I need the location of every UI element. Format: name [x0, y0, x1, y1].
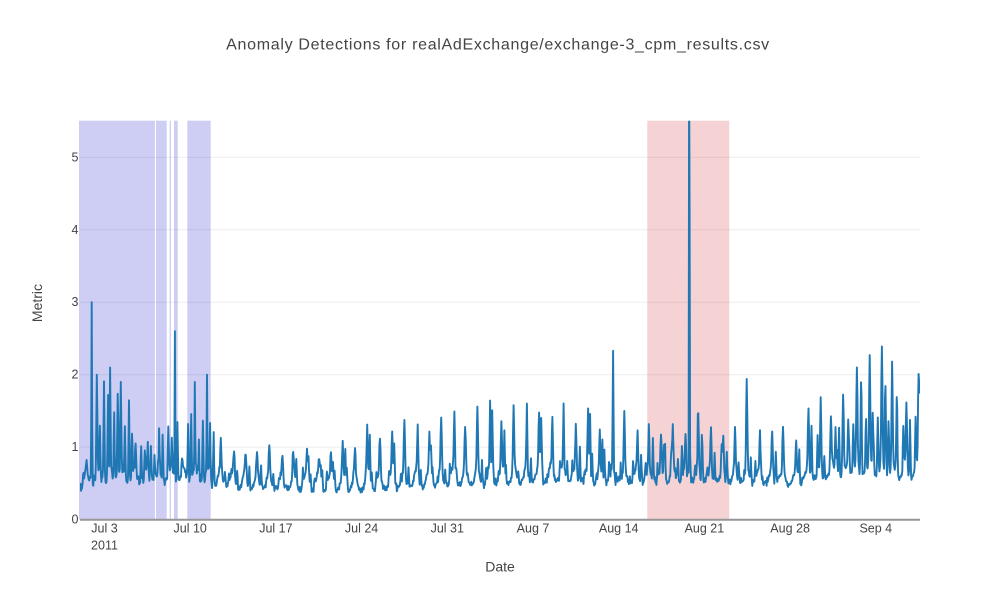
svg-text:Metric: Metric: [29, 284, 45, 322]
svg-text:Jul 3: Jul 3: [91, 522, 117, 536]
svg-text:Aug 14: Aug 14: [599, 522, 639, 536]
svg-text:Jul 31: Jul 31: [431, 522, 464, 536]
svg-text:Jul 10: Jul 10: [174, 522, 207, 536]
svg-text:0: 0: [72, 513, 79, 527]
svg-text:Aug 28: Aug 28: [770, 522, 810, 536]
svg-text:2011: 2011: [91, 539, 118, 553]
svg-text:Jul 17: Jul 17: [259, 522, 292, 536]
svg-text:Anomaly Detections for realAdE: Anomaly Detections for realAdExchange/ex…: [226, 37, 770, 54]
svg-text:3: 3: [72, 295, 79, 309]
svg-text:Aug 7: Aug 7: [517, 522, 550, 536]
svg-text:5: 5: [72, 150, 79, 164]
svg-text:Sep 4: Sep 4: [859, 522, 892, 536]
svg-text:4: 4: [72, 223, 79, 237]
svg-text:1: 1: [72, 440, 79, 454]
svg-text:Aug 21: Aug 21: [685, 522, 725, 536]
svg-text:Date: Date: [485, 559, 515, 575]
svg-text:Jul 24: Jul 24: [345, 522, 378, 536]
svg-text:2: 2: [72, 368, 79, 382]
